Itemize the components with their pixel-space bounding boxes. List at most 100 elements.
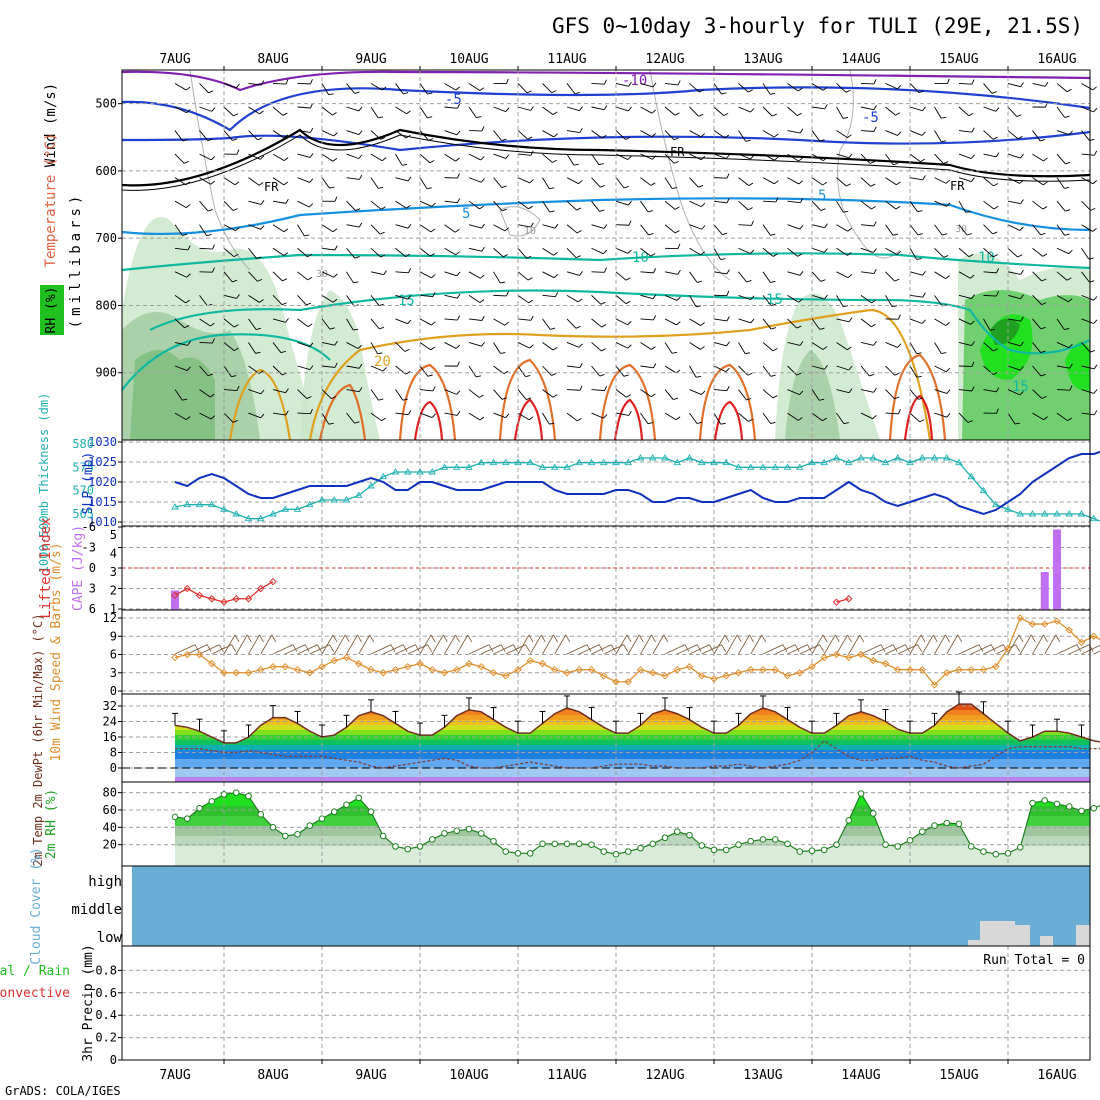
wind-barb-flag [553,274,559,279]
wind-barb-flag [525,644,531,652]
wind-barb [983,342,994,352]
thickness-marker [832,454,841,461]
wind-speed-marker [171,653,179,662]
wind-barb-flag [798,180,804,185]
wind-barb [689,389,702,396]
wind-barb-flag [772,113,778,117]
wind-barb-flag [745,139,751,142]
wind-barb-flag [746,398,752,401]
wind-barb-flag [476,375,482,378]
y-tick-label: 1010 [88,515,117,529]
wind-barb-flag [553,634,558,643]
wind-barb-flag [258,182,264,186]
wind-barb [958,318,971,325]
wind-barb [836,295,844,307]
thickness-marker [305,500,314,508]
date-label: 11AUG [547,1068,586,1083]
wind-barb-flag [1019,366,1024,371]
wind-barb [738,247,751,255]
wind-barb-flag [427,116,433,119]
wind-barb [860,177,871,187]
wind-barb-flag [891,305,898,308]
low-cloud-fill [968,921,1090,946]
wind-barb [554,634,567,655]
wind-barb [346,106,360,112]
wind-barb [885,389,895,400]
wind-barb [468,644,490,655]
wind-barb [248,294,260,303]
wind-barb-flag [526,256,532,259]
wind-barb-flag [479,274,485,279]
wind-barb-flag [846,183,851,187]
wind-barb-flag [750,155,755,160]
wind-barb-flag [921,319,926,324]
wind-barb-flag [623,186,629,189]
wind-barb-flag [212,267,215,273]
y-tick-label: 3 [110,666,117,680]
wind-barb-flag [916,258,922,260]
wind-barb [493,247,504,258]
wind-barb [836,412,845,424]
wind-barb-flag [823,248,828,253]
wind-barb [689,130,702,138]
wind-barb [909,271,923,276]
wind-barb [615,106,629,112]
wind-barb [615,130,626,140]
wind-barb [346,389,360,393]
rh-marker [294,830,301,838]
wind-barb-flag [309,178,314,183]
wind-barb [934,224,943,236]
wind-barb-flag [978,644,984,652]
wind-barb-flag [720,258,726,260]
wind-barb-flag [212,338,215,344]
wind-barb [1007,200,1021,205]
contour-label: 5 [462,206,470,222]
wind-barb [297,295,307,306]
wind-barb [444,106,458,109]
wind-barb [468,342,482,347]
wind-barb [468,389,480,398]
rh-marker [747,837,755,845]
wind-barb-flag [212,244,215,250]
wind-barb-flag [283,181,289,186]
wind-barb [664,412,677,421]
rh-marker [269,824,277,831]
wind-barb-flag [430,634,436,643]
wind-barb [297,200,310,208]
wind-barb-flag [379,231,385,235]
wind-barb [958,389,972,392]
wind-barb [346,271,354,284]
wind-barb [566,106,580,112]
wind-barb [297,224,305,237]
wind-barb-flag [259,110,264,115]
contour-label: 10 [632,250,649,266]
wind-barb-flag [1093,364,1098,370]
wind-barb [615,200,629,206]
wind-barb-flag [428,138,434,141]
wind-barb [934,130,942,142]
wind-barb [248,106,260,115]
wind-barb [272,130,285,139]
wind-barb-flag [501,185,507,189]
wind-barb-flag [255,351,261,354]
wind-barb-flag [381,86,387,91]
thickness-marker [207,500,216,508]
wind-barb [983,271,997,274]
wind-barb-flag [283,157,289,161]
wind-barb-flag [236,385,240,391]
wind-barb [689,342,701,350]
wind-barb-flag [794,644,800,652]
precip-panel: Run Total = 0 00.20.40.60.8 3hr Precip (… [0,944,1091,1067]
wind-barb-flag [354,256,360,259]
wind-barb-flag [233,324,239,328]
wind-barb-flag [577,417,582,422]
wind-barb-flag [1016,114,1022,117]
wind-barb [958,177,972,183]
y-tick-label: 800 [95,298,117,312]
wind-barb-flag [700,156,706,161]
wind-barb-flag [402,398,408,401]
wind-barb [297,318,309,327]
wind-barb [1081,389,1095,394]
wind-barb-flag [380,136,386,140]
wind-barb-flag [357,344,363,349]
